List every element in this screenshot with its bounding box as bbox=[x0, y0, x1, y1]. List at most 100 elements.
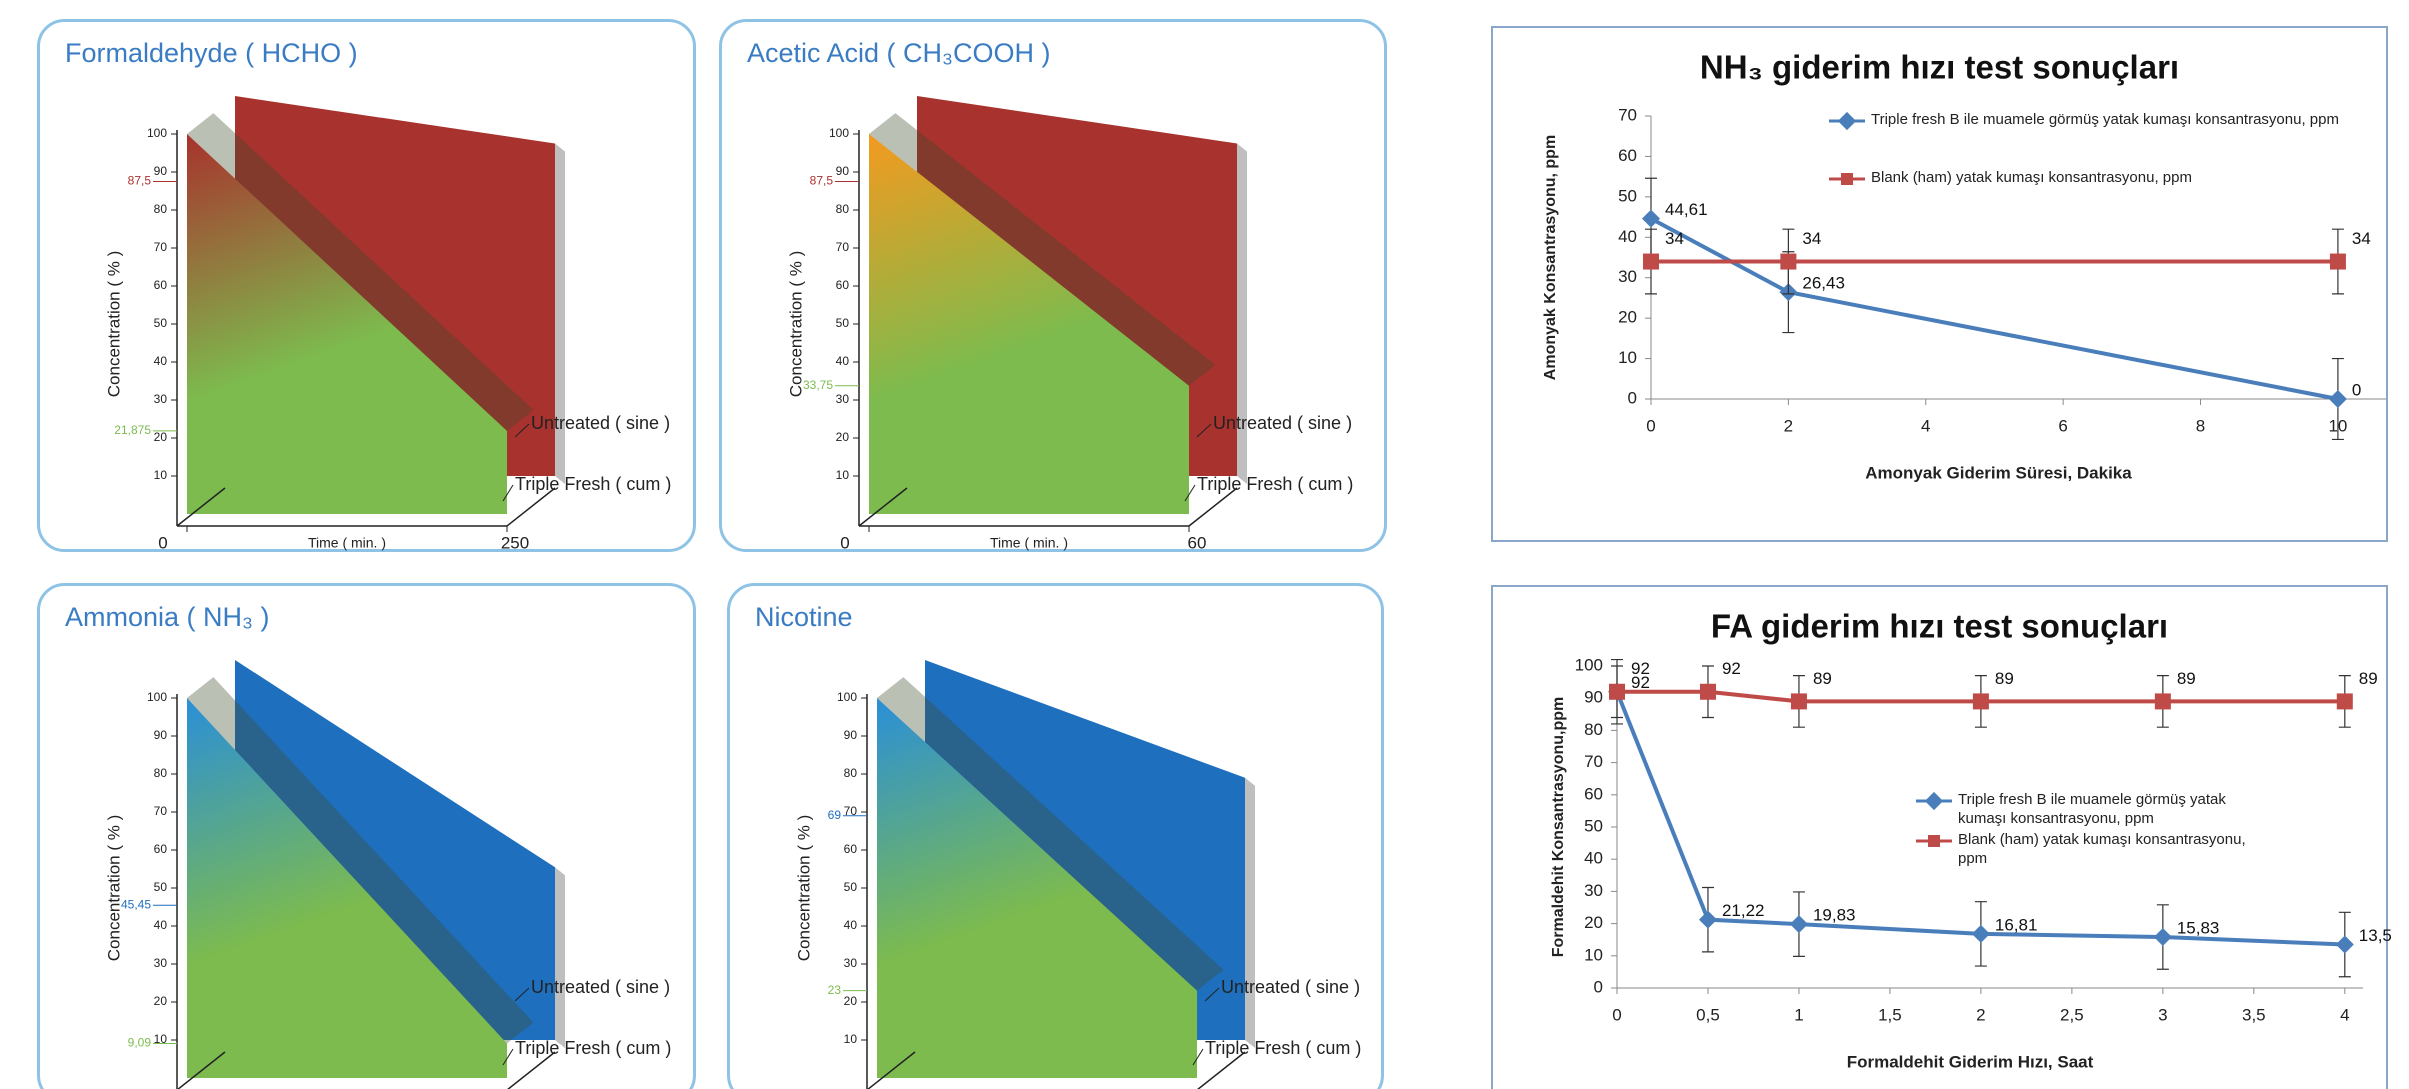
y-tick-label: 60 bbox=[1584, 784, 1603, 803]
data-label: 92 bbox=[1722, 659, 1741, 678]
y-tick-label: 10 bbox=[1618, 348, 1637, 367]
legend-entry: Blank (ham) yatak kumaşı konsantrasyonu,… bbox=[1871, 168, 2391, 212]
marker bbox=[1973, 693, 1989, 709]
y-tick-label: 20 bbox=[154, 430, 168, 444]
y-tick-label: 50 bbox=[844, 880, 858, 894]
y-tick-label: 80 bbox=[154, 202, 168, 216]
y-tick-label: 20 bbox=[1584, 913, 1603, 932]
y-tick-label: 40 bbox=[844, 918, 858, 932]
y-tick-label: 90 bbox=[836, 164, 850, 178]
x-tick-label: 1,5 bbox=[1878, 1005, 1902, 1024]
y-tick-label: 10 bbox=[1584, 945, 1603, 964]
y-tick-label: 100 bbox=[829, 126, 849, 140]
data-label: 26,43 bbox=[1802, 274, 1845, 293]
data-label: 89 bbox=[2177, 669, 2196, 688]
y-tick-label: 30 bbox=[844, 956, 858, 970]
data-label: 34 bbox=[1665, 229, 1684, 248]
y-tick-label: 90 bbox=[154, 164, 168, 178]
y-tick-label: 30 bbox=[836, 392, 850, 406]
y-tick-label: 60 bbox=[844, 842, 858, 856]
y-axis-label: Formaldehit Konsantrasyonu,ppm bbox=[1550, 697, 1567, 957]
data-label: 92 bbox=[1631, 659, 1650, 678]
x-tick-label: 0 bbox=[840, 533, 849, 552]
y-tick-label: 20 bbox=[836, 430, 850, 444]
data-label: 16,81 bbox=[1995, 915, 2038, 934]
chart: Nicotine10203040506070809010001006923Unt… bbox=[729, 585, 1383, 1089]
y-tick-label: 60 bbox=[1618, 146, 1637, 165]
y-tick-label: 20 bbox=[844, 994, 858, 1008]
x-tick-label: 0,5 bbox=[1696, 1005, 1720, 1024]
y-tick-label: 20 bbox=[154, 994, 168, 1008]
y-axis-label: Concentration ( % ) bbox=[104, 251, 123, 397]
x-tick-label: 250 bbox=[501, 533, 529, 552]
y-tick-label: 50 bbox=[1618, 186, 1637, 205]
chart-title: Formaldehyde ( HCHO ) bbox=[65, 38, 358, 68]
x-tick-label: 0 bbox=[1612, 1005, 1621, 1024]
series-end-label: 87,5 bbox=[128, 174, 152, 188]
y-tick-label: 60 bbox=[154, 278, 168, 292]
data-label: 21,22 bbox=[1722, 901, 1765, 920]
y-tick-label: 0 bbox=[1594, 977, 1603, 996]
chart-title: Ammonia ( NH₃ ) bbox=[65, 602, 270, 632]
chart-title: Acetic Acid ( CH₃COOH ) bbox=[747, 38, 1051, 68]
legend-label: Triple fresh B ile muamele görmüş yatak … bbox=[1871, 110, 2391, 129]
y-tick-label: 40 bbox=[836, 354, 850, 368]
y-tick-label: 100 bbox=[1575, 655, 1603, 674]
x-tick-label: 2,5 bbox=[2060, 1005, 2084, 1024]
x-axis-label: Amonyak Giderim Süresi, Dakika bbox=[1865, 463, 2132, 482]
x-tick-label: 0 bbox=[1646, 416, 1655, 435]
x-tick-label: 2 bbox=[1976, 1005, 1985, 1024]
marker bbox=[2330, 254, 2346, 270]
legend-label: Triple Fresh ( cum ) bbox=[515, 474, 671, 494]
y-tick-label: 70 bbox=[836, 240, 850, 254]
x-tick-label: 4 bbox=[2340, 1005, 2349, 1024]
figure: Formaldehyde ( HCHO )1020304050607080901… bbox=[0, 0, 2409, 1089]
y-tick-label: 10 bbox=[836, 468, 850, 482]
x-axis-label: Time ( min. ) bbox=[308, 535, 386, 551]
y-tick-label: 90 bbox=[1584, 688, 1603, 707]
series-end-label: 45,45 bbox=[121, 897, 151, 911]
chart: FA giderim hızı test sonuçları0102030405… bbox=[1492, 586, 2392, 1089]
y-tick-label: 80 bbox=[836, 202, 850, 216]
legend-swatch bbox=[1841, 173, 1853, 185]
y-tick-label: 50 bbox=[154, 316, 168, 330]
data-label: 15,83 bbox=[2177, 919, 2220, 938]
chart-title: Nicotine bbox=[755, 602, 853, 632]
chart: NH₃ giderim hızı test sonuçları010203040… bbox=[1492, 27, 2391, 541]
untreated-wall-side bbox=[1237, 144, 1247, 485]
marker bbox=[1643, 254, 1659, 270]
y-tick-label: 100 bbox=[147, 690, 167, 704]
y-tick-label: 40 bbox=[1584, 849, 1603, 868]
untreated-wall-side bbox=[555, 867, 565, 1048]
x-tick-label: 3 bbox=[2158, 1005, 2167, 1024]
y-tick-label: 30 bbox=[154, 956, 168, 970]
y-tick-label: 90 bbox=[154, 728, 168, 742]
y-tick-label: 10 bbox=[844, 1032, 858, 1046]
legend-label: Untreated ( sine ) bbox=[1213, 413, 1352, 433]
y-tick-label: 40 bbox=[1618, 227, 1637, 246]
y-tick-label: 40 bbox=[154, 354, 168, 368]
chart-title: FA giderim hızı test sonuçları bbox=[1711, 608, 2168, 645]
data-label: 19,83 bbox=[1813, 906, 1856, 925]
x-tick-label: 1 bbox=[1794, 1005, 1803, 1024]
y-tick-label: 50 bbox=[154, 880, 168, 894]
y-tick-label: 0 bbox=[1628, 388, 1637, 407]
x-tick-label: 60 bbox=[1188, 533, 1207, 552]
legend-swatch bbox=[1928, 835, 1940, 847]
series-end-label: 9,09 bbox=[128, 1036, 152, 1050]
series-end-label: 23 bbox=[828, 983, 842, 997]
legend-label: Triple Fresh ( cum ) bbox=[1205, 1038, 1361, 1058]
marker bbox=[2155, 693, 2171, 709]
y-tick-label: 50 bbox=[836, 316, 850, 330]
chart: Formaldehyde ( HCHO )1020304050607080901… bbox=[39, 21, 695, 553]
y-tick-label: 30 bbox=[1618, 267, 1637, 286]
x-tick-label: 0 bbox=[158, 533, 167, 552]
legend-label: Blank (ham) yatak kumaşı konsantrasyonu,… bbox=[1958, 830, 2258, 868]
y-tick-label: 70 bbox=[1618, 105, 1637, 124]
page: Formaldehyde ( HCHO )1020304050607080901… bbox=[0, 0, 2409, 1089]
y-axis-label: Concentration ( % ) bbox=[786, 251, 805, 397]
legend-entry: Triple fresh B ile muamele görmüş yatak … bbox=[1871, 110, 2391, 154]
data-label: 44,61 bbox=[1665, 200, 1708, 219]
untreated-wall-side bbox=[1245, 778, 1255, 1048]
x-tick-label: 2 bbox=[1784, 416, 1793, 435]
